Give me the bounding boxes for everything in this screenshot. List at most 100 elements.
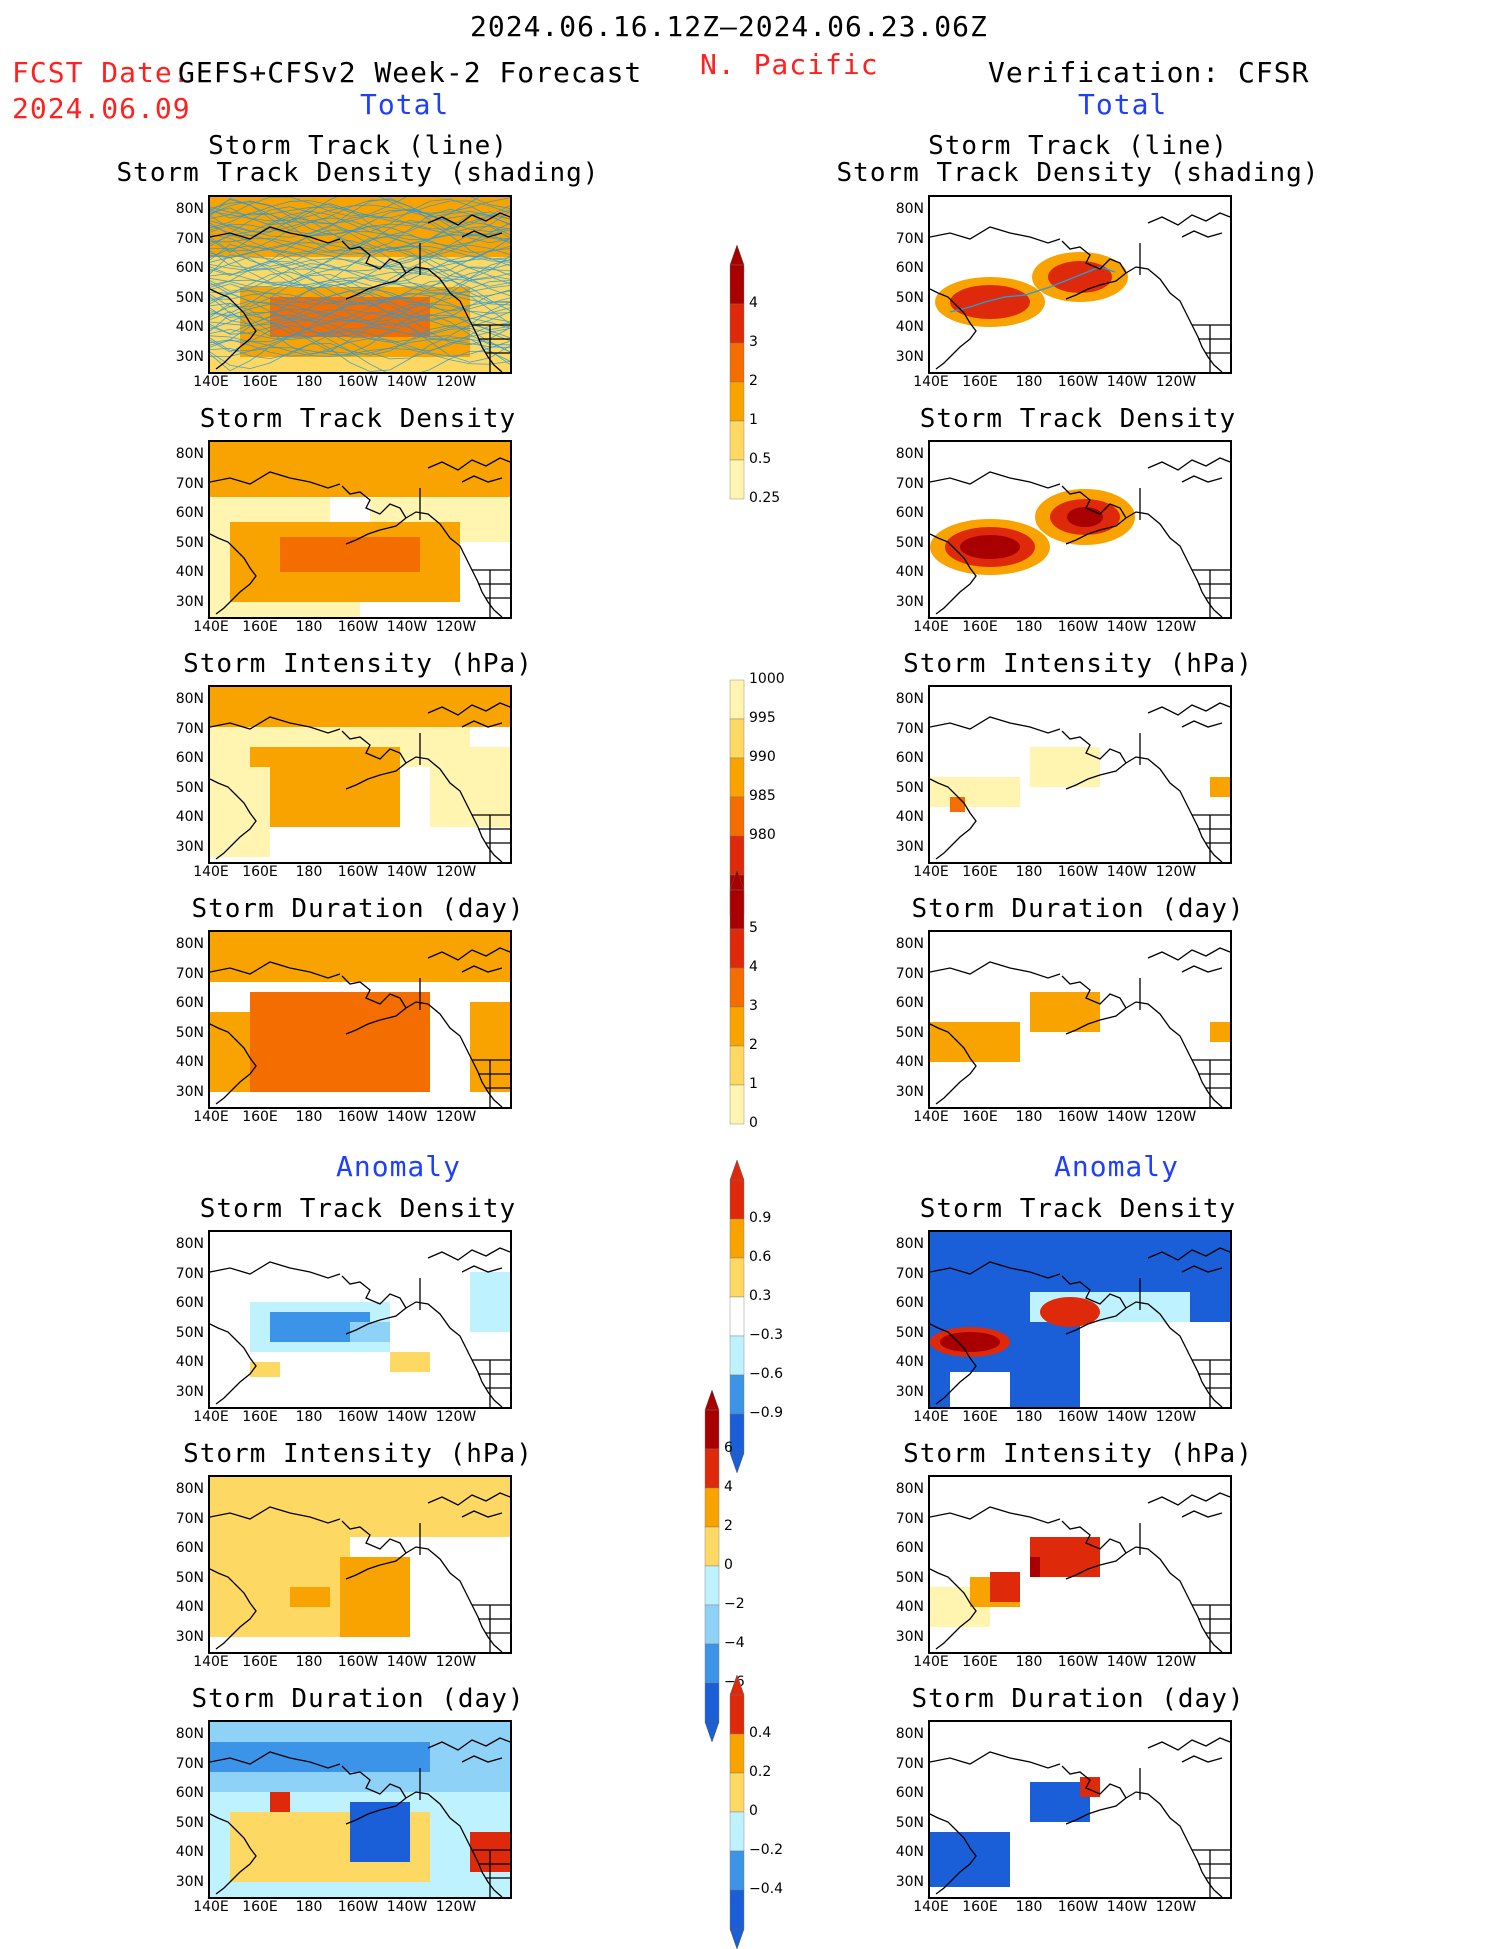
lat-tick-label: 80N: [895, 691, 924, 707]
lat-tick-label: 70N: [895, 1510, 924, 1527]
lat-tick-label: 70N: [895, 1265, 924, 1282]
lat-tick-label: 60N: [895, 750, 924, 766]
colorbar-label: 2: [724, 1518, 733, 1534]
lat-tick-label: 70N: [895, 1755, 924, 1772]
lon-tick-label: 160E: [962, 1899, 998, 1915]
lat-tick-label: 80N: [895, 936, 924, 952]
fcst-model: GEFS+CFSv2 Week-2 Forecast: [178, 56, 643, 89]
lon-tick-label: 140E: [193, 374, 229, 390]
lon-tick-label: 160W: [1057, 1654, 1099, 1670]
lat-tick-label: 30N: [175, 1628, 204, 1645]
colorbar-label: 0.2: [749, 1764, 772, 1780]
lon-tick-label: 180: [1015, 864, 1043, 880]
lon-tick-label: 140W: [386, 1109, 428, 1125]
lon-tick-label: 140W: [386, 619, 428, 635]
colorbar-label: 1000: [749, 671, 785, 687]
map-panel-v_aint: [928, 1475, 1232, 1654]
map-panel-v_track: [928, 195, 1232, 374]
total-label-right: Total: [1078, 88, 1168, 121]
lon-tick-label: 140E: [193, 1654, 229, 1670]
lon-tick-label: 160W: [337, 374, 379, 390]
lon-tick-label: 120W: [435, 1109, 477, 1125]
colorbar-label: −0.3: [749, 1327, 783, 1343]
lon-tick-label: 140W: [386, 1654, 428, 1670]
lon-tick-label: 180: [1015, 1899, 1043, 1915]
map-shading: [210, 1722, 510, 1897]
total-label-left: Total: [360, 88, 450, 121]
lat-tick-label: 70N: [175, 720, 204, 737]
lat-tick-label: 70N: [895, 230, 924, 247]
colorbar-label: 985: [749, 788, 776, 804]
colorbar-label: 0: [749, 1803, 758, 1819]
panel-title: Storm Track Density (shading): [116, 158, 600, 188]
panel-title: Storm Track (line): [928, 131, 1228, 161]
map-panel-v_adur: [928, 1720, 1232, 1899]
colorbar-label: 3: [749, 998, 758, 1014]
lat-tick-label: 40N: [175, 1599, 204, 1615]
lon-tick-label: 140E: [193, 864, 229, 880]
lon-tick-label: 160E: [242, 1654, 278, 1670]
lat-tick-label: 60N: [175, 1540, 204, 1556]
lat-tick-label: 60N: [175, 1295, 204, 1311]
panel-title: Storm Duration (day): [191, 894, 525, 924]
lat-tick-label: 60N: [175, 260, 204, 276]
lon-tick-label: 140W: [386, 374, 428, 390]
fcst-date-label: FCST Date:: [12, 56, 191, 89]
lon-tick-label: 140W: [386, 1899, 428, 1915]
lon-tick-label: 140E: [913, 619, 949, 635]
lat-tick-label: 60N: [175, 750, 204, 766]
colorbar-label: −2: [724, 1596, 745, 1612]
lon-tick-label: 180: [1015, 374, 1043, 390]
lat-tick-label: 60N: [895, 260, 924, 276]
map-shading: [930, 457, 1230, 617]
colorbar-label: 0.3: [749, 1288, 772, 1304]
colorbar-label: 4: [749, 959, 758, 975]
colorbar-label: 3: [749, 334, 758, 350]
map-panel-f_int: [208, 685, 512, 864]
colorbar-label: 5: [749, 920, 758, 936]
map-panel-v_adens: [928, 1230, 1232, 1409]
lat-tick-label: 80N: [175, 1726, 204, 1742]
lat-tick-label: 70N: [175, 475, 204, 492]
lat-tick-label: 80N: [175, 936, 204, 952]
map-shading: [930, 1477, 1230, 1652]
lat-tick-label: 30N: [175, 593, 204, 610]
panel-title: Storm Intensity (hPa): [183, 1439, 533, 1469]
colorbar-label: 1: [749, 412, 758, 428]
lon-tick-label: 120W: [1155, 1899, 1197, 1915]
lat-tick-label: 50N: [175, 779, 204, 796]
colorbar-label: −0.9: [749, 1405, 783, 1421]
lon-tick-label: 120W: [435, 374, 477, 390]
colorbar-label: 0.5: [749, 451, 772, 467]
lat-tick-label: 80N: [175, 1481, 204, 1497]
lat-tick-label: 40N: [895, 809, 924, 825]
lat-tick-label: 30N: [175, 838, 204, 855]
lat-tick-label: 80N: [175, 1236, 204, 1252]
lon-tick-label: 180: [295, 619, 323, 635]
lon-tick-label: 160W: [1057, 374, 1099, 390]
map-panel-f_track: [208, 195, 512, 374]
lat-tick-label: 50N: [895, 779, 924, 796]
lon-tick-label: 140E: [913, 864, 949, 880]
panel-title: Storm Track (line): [208, 131, 508, 161]
lat-tick-label: 80N: [175, 201, 204, 217]
panel-title: Storm Intensity (hPa): [903, 649, 1253, 679]
colorbar-label: −0.6: [749, 1366, 783, 1382]
lat-tick-label: 50N: [175, 534, 204, 551]
lon-tick-label: 140W: [1106, 1899, 1148, 1915]
lat-tick-label: 30N: [175, 1383, 204, 1400]
lon-tick-label: 140E: [913, 1899, 949, 1915]
lon-tick-label: 140E: [193, 619, 229, 635]
lat-tick-label: 50N: [895, 1324, 924, 1341]
colorbar-label: 4: [724, 1479, 733, 1495]
lat-tick-label: 80N: [895, 201, 924, 217]
lon-tick-label: 160W: [1057, 1899, 1099, 1915]
colorbar-density_total: [729, 245, 745, 500]
map-shading: [210, 687, 510, 862]
lat-tick-label: 40N: [895, 319, 924, 335]
lat-tick-label: 50N: [895, 1024, 924, 1041]
map-shading: [930, 1232, 1230, 1407]
lon-tick-label: 140W: [1106, 374, 1148, 390]
colorbar-label: 0.6: [749, 1249, 772, 1265]
lon-tick-label: 160W: [1057, 1109, 1099, 1125]
